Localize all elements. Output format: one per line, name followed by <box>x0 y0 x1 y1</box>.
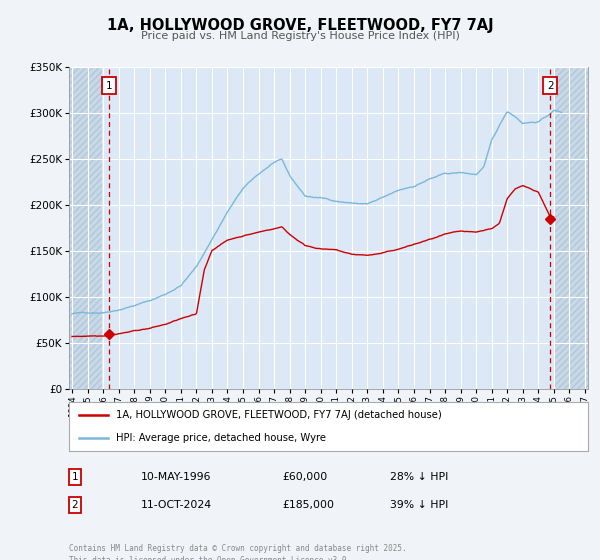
Text: 1A, HOLLYWOOD GROVE, FLEETWOOD, FY7 7AJ: 1A, HOLLYWOOD GROVE, FLEETWOOD, FY7 7AJ <box>107 18 493 33</box>
Text: Price paid vs. HM Land Registry's House Price Index (HPI): Price paid vs. HM Land Registry's House … <box>140 31 460 41</box>
Text: £60,000: £60,000 <box>282 472 327 482</box>
Text: HPI: Average price, detached house, Wyre: HPI: Average price, detached house, Wyre <box>116 433 326 444</box>
Text: 10-MAY-1996: 10-MAY-1996 <box>141 472 212 482</box>
Bar <box>555 67 588 389</box>
Text: 2: 2 <box>71 500 79 510</box>
Text: 28% ↓ HPI: 28% ↓ HPI <box>390 472 448 482</box>
Text: Contains HM Land Registry data © Crown copyright and database right 2025.
This d: Contains HM Land Registry data © Crown c… <box>69 544 407 560</box>
Text: 1: 1 <box>71 472 79 482</box>
Text: 39% ↓ HPI: 39% ↓ HPI <box>390 500 448 510</box>
Text: 2: 2 <box>547 81 554 91</box>
Text: 11-OCT-2024: 11-OCT-2024 <box>141 500 212 510</box>
Bar <box>69 67 102 389</box>
Text: £185,000: £185,000 <box>282 500 334 510</box>
Text: 1: 1 <box>106 81 112 91</box>
Text: 1A, HOLLYWOOD GROVE, FLEETWOOD, FY7 7AJ (detached house): 1A, HOLLYWOOD GROVE, FLEETWOOD, FY7 7AJ … <box>116 410 442 421</box>
